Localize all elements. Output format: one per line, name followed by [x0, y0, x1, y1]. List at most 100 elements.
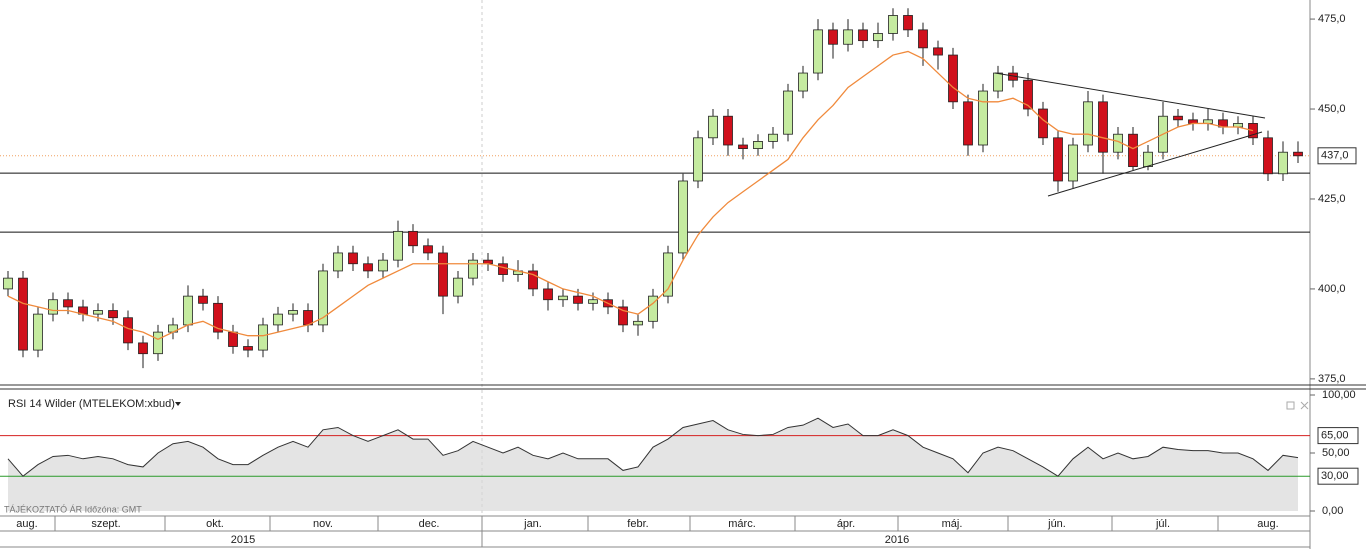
rsi-tick-label: 50,00	[1322, 447, 1350, 459]
candle-body	[108, 310, 118, 319]
candle-body	[963, 101, 973, 146]
candle-body	[858, 29, 868, 42]
rsi-tick-label: 100,00	[1322, 389, 1356, 401]
candle-body	[3, 277, 13, 290]
candle-body	[18, 277, 28, 351]
candle-body	[48, 299, 58, 315]
candle-body	[1293, 151, 1303, 157]
candle-body	[153, 331, 163, 355]
candle-body	[903, 15, 913, 31]
candle-body	[93, 310, 103, 315]
month-label: márc.	[728, 518, 756, 530]
month-label: nov.	[313, 518, 333, 530]
month-label: febr.	[627, 518, 648, 530]
candle-body	[948, 54, 958, 103]
candle-body	[243, 346, 253, 351]
candle-body	[183, 295, 193, 326]
month-label: aug.	[16, 518, 37, 530]
candle-body	[1023, 79, 1033, 110]
candle-body	[1083, 101, 1093, 146]
candle-body	[618, 306, 628, 326]
month-label: dec.	[419, 518, 440, 530]
candle-body	[543, 288, 553, 301]
candle-body	[1278, 151, 1288, 175]
candle-body	[213, 302, 223, 333]
candle-body	[1173, 115, 1183, 121]
candle-body	[1053, 137, 1063, 182]
candle-body	[723, 115, 733, 146]
month-label: jan.	[523, 518, 542, 530]
trendline	[994, 72, 1266, 119]
candle-body	[633, 320, 643, 326]
candle-body	[33, 313, 43, 351]
moving-average	[7, 50, 1254, 341]
y-tick-label: 475,0	[1318, 13, 1346, 25]
maximize-icon[interactable]	[1286, 401, 1295, 410]
candle-body	[228, 331, 238, 347]
candle-body	[348, 252, 358, 265]
candle-body	[888, 15, 898, 34]
close-icon[interactable]	[1300, 401, 1309, 410]
candle-body	[1128, 133, 1138, 167]
candle-body	[708, 115, 718, 139]
candle-body	[798, 72, 808, 92]
candle-body	[828, 29, 838, 45]
month-label: ápr.	[837, 518, 855, 530]
candle-body	[1038, 108, 1048, 139]
y-tick-label: 375,0	[1318, 373, 1346, 385]
candle-body	[1068, 144, 1078, 182]
dropdown-icon[interactable]	[175, 402, 181, 406]
candle-body	[573, 295, 583, 304]
candle-body	[378, 259, 388, 272]
candle-body	[678, 180, 688, 254]
candle-body	[768, 133, 778, 142]
candle-body	[783, 90, 793, 135]
rsi-fill	[8, 418, 1298, 511]
candle-body	[588, 299, 598, 304]
candle-body	[993, 72, 1003, 92]
candle-body	[498, 263, 508, 275]
last-price-label: 437,0	[1321, 150, 1349, 162]
candle-body	[123, 317, 133, 344]
y-tick-label: 425,0	[1318, 193, 1346, 205]
candle-body	[813, 29, 823, 74]
candle-body	[528, 270, 538, 290]
trendline	[1047, 131, 1263, 197]
last-price-box	[1317, 147, 1357, 165]
candle-body	[648, 295, 658, 322]
candle-body	[288, 310, 298, 315]
month-label: jún.	[1047, 518, 1066, 530]
y-tick-label: 400,0	[1318, 283, 1346, 295]
candle-body	[693, 137, 703, 182]
y-tick-label: 450,0	[1318, 103, 1346, 115]
candle-body	[1098, 101, 1108, 153]
candle-body	[258, 324, 268, 351]
candle-body	[918, 29, 928, 49]
month-label: okt.	[206, 518, 224, 530]
candle-body	[408, 230, 418, 247]
candle-body	[453, 277, 463, 297]
candle-body	[843, 29, 853, 45]
rsi-area	[8, 418, 1298, 511]
month-label: aug.	[1257, 518, 1278, 530]
rsi-upper-label: 65,00	[1321, 430, 1349, 442]
candle-body	[873, 33, 883, 42]
candle-body	[393, 230, 403, 261]
rsi-line	[7, 417, 1299, 477]
candle-body	[333, 252, 343, 272]
candle-body	[198, 295, 208, 304]
candle-body	[423, 245, 433, 254]
candle-body	[1143, 151, 1153, 167]
candle-body	[738, 144, 748, 150]
candle-body	[663, 252, 673, 297]
candle-body	[1263, 137, 1273, 175]
plot	[0, 8, 1310, 369]
month-label: szept.	[91, 518, 120, 530]
footer-note: TÁJÉKOZTATÓ ÁR Időzóna: GMT	[4, 504, 142, 514]
candle-body	[273, 313, 283, 326]
year-label: 2016	[885, 534, 909, 546]
candle-body	[753, 141, 763, 150]
rsi-lower-box	[1317, 467, 1359, 485]
candle-body	[978, 90, 988, 146]
candle-body	[933, 47, 943, 56]
